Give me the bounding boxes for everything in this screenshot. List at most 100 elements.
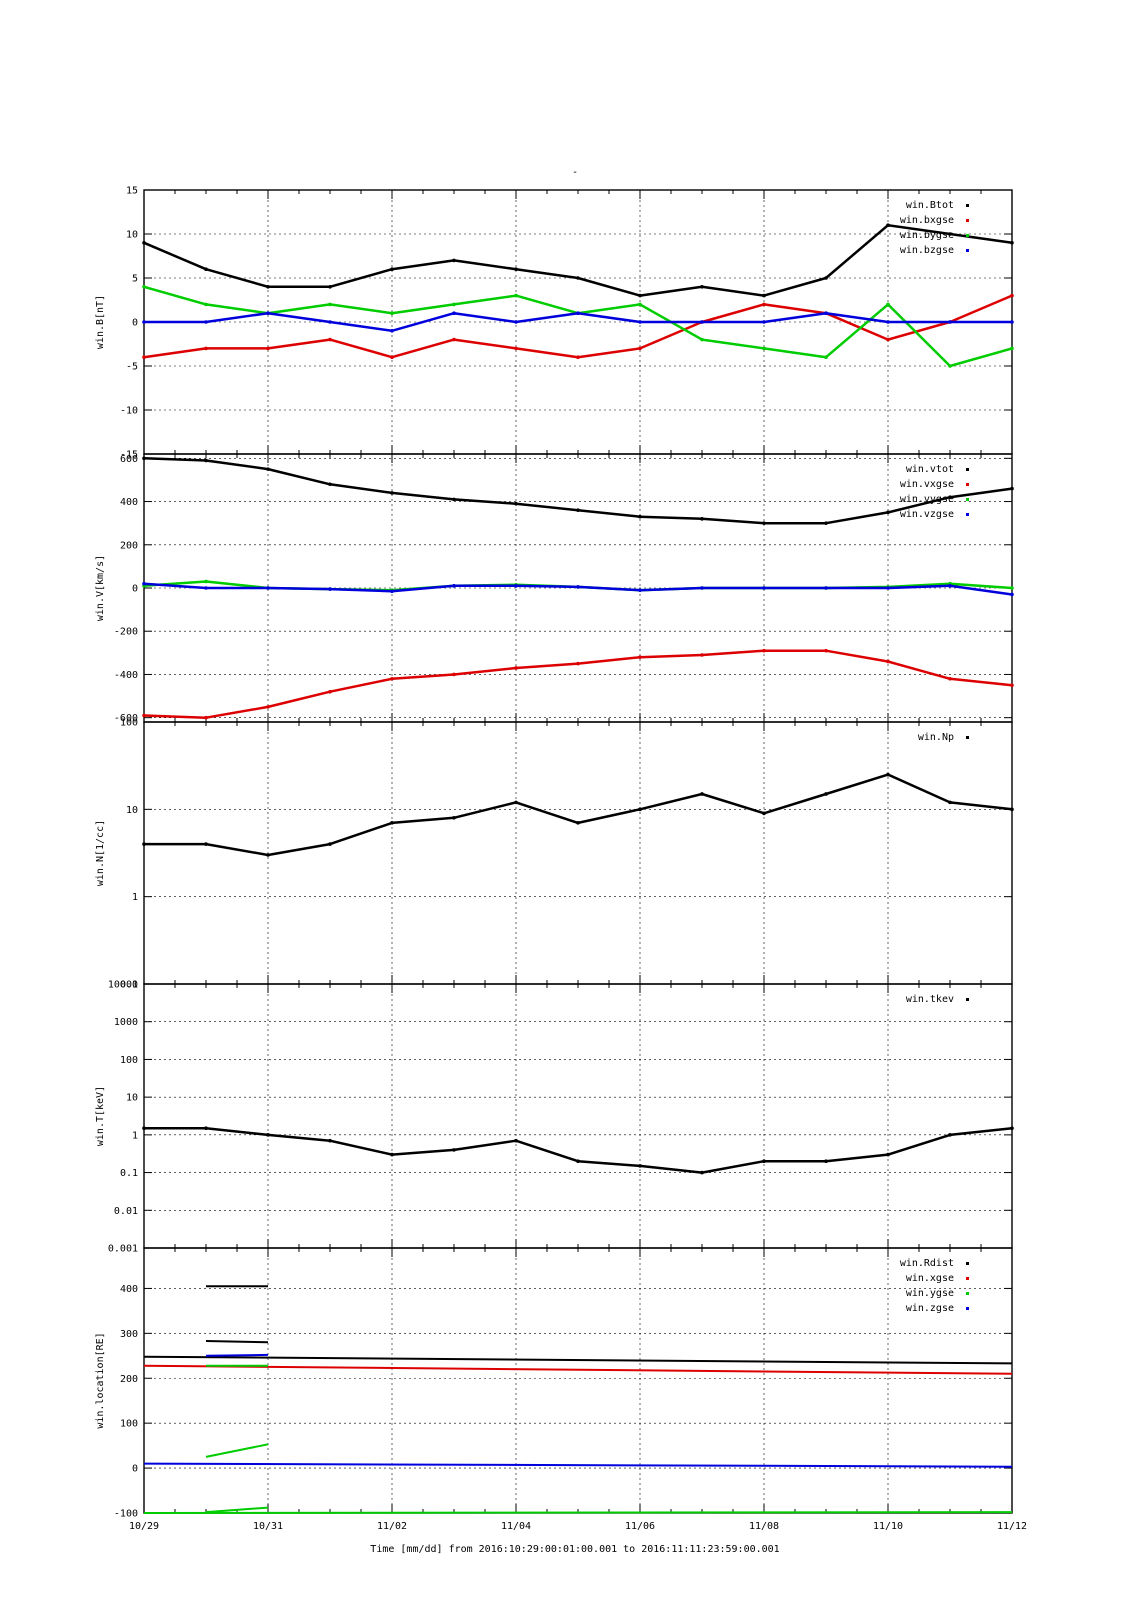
data-point: [142, 456, 146, 461]
panels: 151050-5-10-15win.B[nT]win.Btotwin.bxgse…: [95, 186, 1027, 1533]
data-point: [886, 586, 890, 590]
series-win-Rdist: [143, 1355, 1013, 1365]
plot-frame: [143, 983, 1013, 1249]
y-tick-label: 600: [120, 454, 138, 465]
data-point: [204, 320, 208, 324]
data-point: [390, 1152, 394, 1157]
legend-label: win.Np: [918, 732, 954, 743]
x-tick-label: 11/12: [997, 1521, 1027, 1532]
legend-label: win.vygse: [900, 494, 954, 505]
data-point: [328, 285, 332, 289]
data-point: [142, 1126, 146, 1131]
data-point: [142, 285, 146, 289]
data-point: [576, 508, 580, 512]
data-point: [762, 648, 766, 653]
y-tick-label: -600: [114, 713, 138, 724]
y-tick-label: 400: [120, 1284, 138, 1295]
data-point: [1010, 586, 1014, 590]
data-point: [762, 302, 766, 307]
data-point: [390, 491, 394, 495]
y-tick-label: -400: [114, 670, 138, 681]
data-point: [514, 320, 518, 324]
series-win-tkev: [144, 1126, 1013, 1174]
y-tick-label: 5: [132, 274, 138, 285]
data-point: [886, 337, 890, 342]
data-point: [390, 311, 394, 316]
y-axis-label: win.B[nT]: [95, 295, 106, 349]
y-tick-label: 0.1: [120, 1168, 138, 1179]
data-point: [638, 293, 642, 298]
data-point: [266, 311, 270, 316]
data-point: [514, 1138, 518, 1143]
data-point: [638, 1164, 642, 1168]
data-point: [204, 346, 208, 351]
data-point: [328, 320, 332, 324]
data-point: [1010, 293, 1014, 298]
data-point: [266, 467, 270, 471]
data-point: [514, 666, 518, 670]
data-point: [142, 241, 146, 245]
y-tick-label: 0: [132, 584, 138, 595]
data-point: [514, 293, 518, 298]
legend-label: win.zgse: [906, 1303, 954, 1314]
y-axis-label: win.location[RE]: [95, 1332, 106, 1428]
series-win-Np: [144, 773, 1013, 857]
data-point: [266, 1133, 270, 1137]
y-tick-label: 200: [120, 540, 138, 551]
legend-label: win.xgse: [906, 1273, 954, 1284]
data-point: [1010, 346, 1014, 351]
data-point: [762, 1159, 766, 1164]
data-point: [204, 302, 208, 307]
data-point: [886, 772, 890, 777]
y-tick-label: 300: [120, 1329, 138, 1340]
series-win-bygse: [143, 285, 1013, 368]
data-point: [1010, 486, 1014, 491]
data-point: [266, 705, 270, 709]
data-point: [762, 320, 766, 324]
data-point: [700, 285, 704, 289]
y-tick-label: 200: [120, 1374, 138, 1385]
legend-marker: [966, 1262, 969, 1265]
segment-line: [205, 1443, 269, 1458]
data-point: [638, 302, 642, 307]
data-point: [886, 659, 890, 664]
data-point: [266, 285, 270, 289]
x-tick-label: 11/10: [873, 1521, 903, 1532]
data-point: [576, 311, 580, 316]
data-point: [948, 495, 952, 500]
data-point: [390, 329, 394, 333]
data-point: [886, 302, 890, 307]
data-point: [886, 320, 890, 324]
data-point: [328, 842, 332, 846]
data-point: [328, 689, 332, 694]
segment-line: [205, 1506, 269, 1514]
panel-5: 400 300 200 100 0 -100 win.location[RE] win.Rdi…: [95, 1247, 1013, 1520]
legend-marker: [966, 513, 969, 516]
data-point: [700, 792, 704, 796]
x-tick-label: 11/08: [749, 1521, 779, 1532]
y-tick-label: 15: [126, 186, 138, 197]
series-win-vtot: [143, 457, 1013, 525]
y-tick-label: 10: [126, 230, 138, 241]
data-point: [824, 355, 828, 360]
segment-line: [205, 1340, 269, 1344]
y-tick-label: 100: [120, 1055, 138, 1066]
data-point: [390, 355, 394, 360]
data-point: [452, 1148, 456, 1152]
data-point: [824, 792, 828, 796]
data-point: [142, 713, 146, 718]
data-point: [886, 1152, 890, 1157]
data-point: [514, 800, 518, 805]
data-point: [700, 586, 704, 590]
data-point: [204, 842, 208, 846]
chart-title: -: [572, 167, 578, 178]
legend-marker: [966, 736, 969, 739]
data-point: [204, 715, 208, 720]
y-tick-label: 100: [120, 1419, 138, 1430]
y-tick-label: -100: [114, 1509, 138, 1520]
data-point: [824, 311, 828, 316]
data-point: [142, 581, 146, 586]
legend-label: win.bxgse: [900, 215, 954, 226]
data-point: [514, 346, 518, 351]
